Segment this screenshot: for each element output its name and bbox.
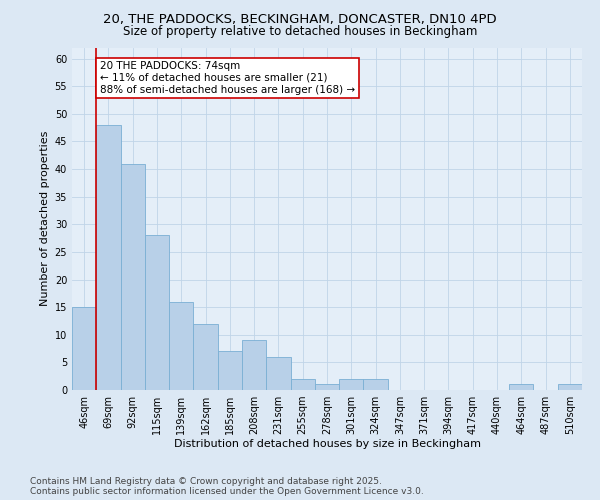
Text: Size of property relative to detached houses in Beckingham: Size of property relative to detached ho… bbox=[123, 25, 477, 38]
Bar bbox=[72, 307, 96, 390]
Bar bbox=[339, 379, 364, 390]
Bar bbox=[96, 125, 121, 390]
Bar bbox=[364, 379, 388, 390]
Bar bbox=[169, 302, 193, 390]
Bar bbox=[242, 340, 266, 390]
Bar bbox=[558, 384, 582, 390]
Bar bbox=[509, 384, 533, 390]
Text: 20 THE PADDOCKS: 74sqm
← 11% of detached houses are smaller (21)
88% of semi-det: 20 THE PADDOCKS: 74sqm ← 11% of detached… bbox=[100, 62, 355, 94]
Bar bbox=[193, 324, 218, 390]
Text: Contains HM Land Registry data © Crown copyright and database right 2025.
Contai: Contains HM Land Registry data © Crown c… bbox=[30, 476, 424, 496]
Bar bbox=[315, 384, 339, 390]
Bar bbox=[290, 379, 315, 390]
Bar bbox=[266, 357, 290, 390]
Bar bbox=[218, 352, 242, 390]
Text: 20, THE PADDOCKS, BECKINGHAM, DONCASTER, DN10 4PD: 20, THE PADDOCKS, BECKINGHAM, DONCASTER,… bbox=[103, 12, 497, 26]
Bar bbox=[145, 236, 169, 390]
X-axis label: Distribution of detached houses by size in Beckingham: Distribution of detached houses by size … bbox=[173, 438, 481, 448]
Y-axis label: Number of detached properties: Number of detached properties bbox=[40, 131, 50, 306]
Bar bbox=[121, 164, 145, 390]
